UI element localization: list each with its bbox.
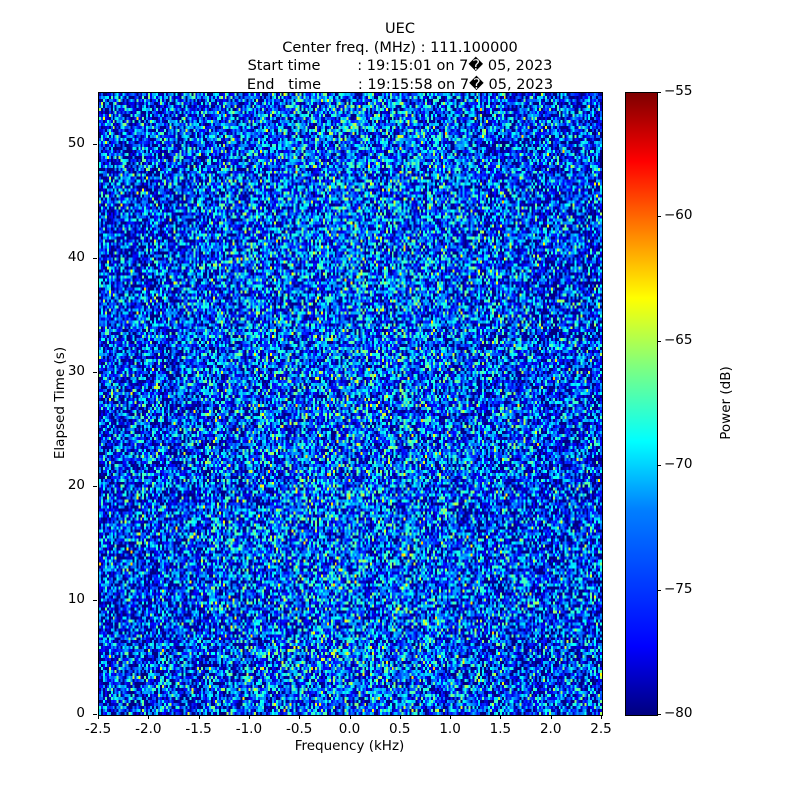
colorbar-tick-label: −60 bbox=[664, 207, 693, 224]
x-tick-label: -2.5 bbox=[84, 721, 112, 737]
colorbar-tick-mark bbox=[657, 590, 661, 591]
title-line-start-time: Start time : 19:15:01 on 7� 05, 2023 bbox=[247, 58, 553, 74]
y-tick-mark bbox=[93, 144, 97, 145]
x-tick-mark bbox=[551, 715, 552, 719]
x-tick-label: 0.0 bbox=[338, 721, 361, 737]
x-tick-label: -1.0 bbox=[235, 721, 263, 737]
x-tick-label: 0.5 bbox=[389, 721, 411, 737]
x-tick-label: 1.5 bbox=[489, 721, 512, 737]
colorbar-gradient bbox=[626, 93, 657, 715]
x-tick-label: 2.0 bbox=[539, 721, 562, 737]
x-tick-mark bbox=[249, 715, 250, 719]
title-line-end-time: End time : 19:15:58 on 7� 05, 2023 bbox=[246, 76, 554, 93]
x-axis-label: Frequency (kHz) bbox=[294, 738, 405, 754]
x-tick-mark bbox=[500, 715, 501, 719]
y-tick-mark bbox=[93, 372, 97, 373]
y-tick-label: 10 bbox=[67, 591, 85, 608]
y-tick-label: 30 bbox=[67, 363, 85, 380]
colorbar bbox=[625, 92, 658, 716]
x-tick-mark bbox=[450, 715, 451, 719]
x-tick-label: -2.0 bbox=[135, 721, 162, 737]
colorbar-tick-label: −80 bbox=[664, 705, 693, 721]
y-tick-label: 40 bbox=[67, 249, 85, 266]
colorbar-tick-mark bbox=[657, 92, 661, 93]
y-tick-mark bbox=[93, 600, 97, 601]
x-tick-mark bbox=[601, 715, 602, 719]
colorbar-tick-label: −70 bbox=[664, 456, 693, 473]
x-tick-label: 1.0 bbox=[439, 721, 461, 737]
x-tick-label: 2.5 bbox=[590, 721, 612, 737]
figure-title-block: UEC Center freq. (MHz) : 111.100000 Star… bbox=[0, 20, 800, 94]
y-axis-label: Elapsed Time (s) bbox=[52, 346, 68, 460]
x-tick-mark bbox=[98, 715, 99, 719]
y-tick-label: 20 bbox=[67, 477, 85, 494]
colorbar-tick-mark bbox=[657, 714, 661, 715]
x-tick-mark bbox=[350, 715, 351, 719]
colorbar-tick-mark bbox=[657, 216, 661, 217]
y-tick-mark bbox=[93, 714, 97, 715]
colorbar-tick-label: −65 bbox=[664, 331, 693, 348]
x-tick-label: -0.5 bbox=[286, 721, 313, 737]
x-tick-mark bbox=[299, 715, 300, 719]
spectrogram-heatmap bbox=[99, 93, 602, 715]
title-line-center-frequency: Center freq. (MHz) : 111.100000 bbox=[282, 39, 518, 56]
colorbar-tick-label: −75 bbox=[664, 580, 693, 597]
x-tick-mark bbox=[199, 715, 200, 719]
colorbar-tick-label: −55 bbox=[664, 83, 693, 99]
x-tick-label: -1.5 bbox=[185, 721, 212, 737]
x-tick-mark bbox=[148, 715, 149, 719]
colorbar-tick-mark bbox=[657, 341, 661, 342]
colorbar-label: Power (dB) bbox=[718, 366, 734, 440]
title-line-station: UEC bbox=[385, 21, 415, 37]
y-tick-mark bbox=[93, 258, 97, 259]
plot-area bbox=[98, 92, 603, 716]
x-tick-mark bbox=[400, 715, 401, 719]
y-tick-label: 0 bbox=[76, 705, 85, 721]
colorbar-tick-mark bbox=[657, 465, 661, 466]
y-tick-label: 50 bbox=[67, 135, 85, 152]
y-tick-mark bbox=[93, 486, 97, 487]
